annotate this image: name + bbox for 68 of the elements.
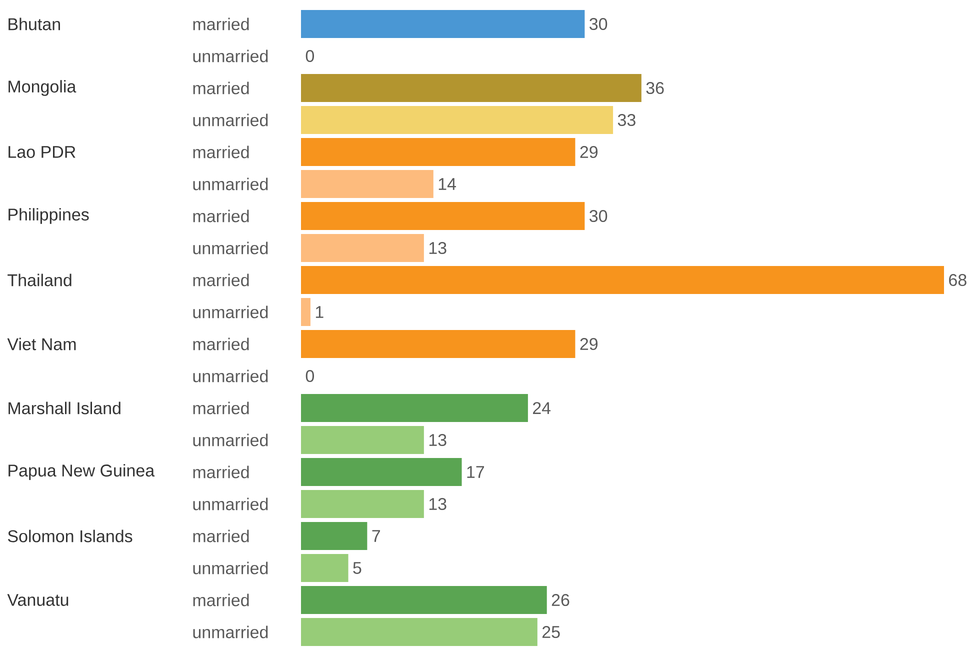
text: Solomon Islands bbox=[8, 530, 132, 542]
y-tick-label: married bbox=[193, 210, 249, 222]
y-tick-label: unmarried bbox=[193, 114, 268, 126]
y-tick-label: unmarried bbox=[193, 306, 268, 318]
text: Lao PDR bbox=[8, 146, 76, 158]
bar bbox=[301, 554, 348, 582]
y-tick-label: unmarried bbox=[193, 434, 268, 446]
y-tick-label: married bbox=[193, 466, 249, 478]
bar bbox=[301, 586, 547, 614]
data-label: 7 bbox=[372, 530, 380, 542]
bar bbox=[301, 170, 434, 198]
text: Papua New Guinea bbox=[8, 464, 155, 480]
data-label: 17 bbox=[467, 466, 484, 478]
data-label: 36 bbox=[646, 82, 664, 94]
y-tick-label: unmarried bbox=[193, 562, 268, 574]
y-tick-label: married bbox=[193, 338, 249, 350]
data-label: 29 bbox=[580, 338, 598, 350]
data-label: 24 bbox=[533, 402, 551, 414]
y-tick-label: married bbox=[193, 274, 249, 286]
bar bbox=[301, 522, 368, 550]
bar bbox=[301, 202, 585, 230]
text: Mongolia bbox=[8, 80, 76, 96]
bar bbox=[301, 618, 538, 646]
data-label: 26 bbox=[552, 594, 570, 606]
bar bbox=[301, 330, 576, 358]
y-tick-label: married bbox=[193, 18, 249, 30]
data-label: 30 bbox=[590, 210, 608, 222]
bar bbox=[301, 10, 585, 38]
y-tick-label: unmarried bbox=[193, 242, 268, 254]
data-label: 13 bbox=[429, 498, 446, 510]
y-tick-label: unmarried bbox=[193, 50, 268, 62]
data-label: 68 bbox=[949, 274, 966, 286]
bar bbox=[301, 490, 424, 518]
y-tick-label: married bbox=[193, 146, 249, 158]
text: Viet Nam bbox=[7, 338, 76, 350]
data-label: 25 bbox=[542, 626, 560, 638]
y-tick-label: unmarried bbox=[193, 178, 268, 190]
text: Bhutan bbox=[8, 18, 60, 30]
bar bbox=[301, 298, 310, 326]
data-label: 33 bbox=[618, 114, 636, 126]
text: Philippines bbox=[8, 208, 89, 224]
data-label: 13 bbox=[429, 434, 446, 446]
text: Thailand bbox=[8, 274, 72, 286]
y-tick-label: married bbox=[193, 594, 249, 606]
bar bbox=[301, 426, 424, 454]
y-tick-label: unmarried bbox=[193, 370, 268, 382]
bar bbox=[301, 266, 944, 294]
data-label: 13 bbox=[429, 242, 446, 254]
y-tick-label: married bbox=[193, 530, 249, 542]
text: Marshall Island bbox=[8, 402, 120, 414]
data-label: 14 bbox=[438, 178, 456, 190]
bar bbox=[301, 74, 642, 102]
data-label: 1 bbox=[316, 306, 324, 318]
data-label: 0 bbox=[306, 370, 314, 382]
text: Vanuatu bbox=[7, 594, 68, 606]
bar bbox=[301, 394, 528, 422]
y-tick-label: unmarried bbox=[193, 498, 268, 510]
data-label: 30 bbox=[590, 18, 608, 30]
bar bbox=[301, 106, 614, 134]
data-label: 5 bbox=[353, 562, 362, 574]
bar bbox=[301, 234, 424, 262]
y-tick-label: married bbox=[193, 82, 249, 94]
bar bbox=[301, 138, 576, 166]
y-tick-label: unmarried bbox=[193, 626, 268, 638]
data-label: 29 bbox=[580, 146, 598, 158]
bar bbox=[301, 458, 462, 486]
data-label: 0 bbox=[306, 50, 314, 62]
y-tick-label: married bbox=[193, 402, 249, 414]
